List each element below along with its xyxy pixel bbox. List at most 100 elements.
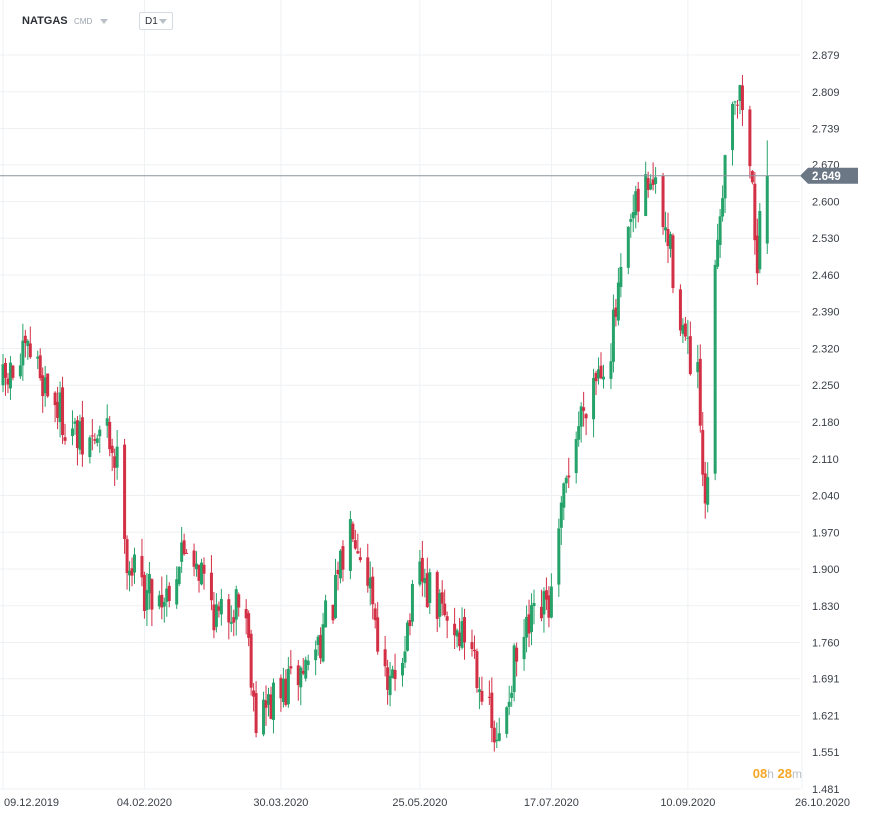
candle-up[interactable]	[592, 368, 596, 438]
candle-down[interactable]	[443, 589, 447, 617]
candle-down[interactable]	[393, 653, 397, 691]
symbol-label[interactable]: NATGAS	[22, 15, 68, 27]
candle-up[interactable]	[21, 323, 25, 381]
candle-up[interactable]	[681, 318, 685, 344]
candle-up[interactable]	[733, 100, 737, 115]
candle-up[interactable]	[601, 364, 605, 389]
candle-down[interactable]	[331, 604, 335, 624]
candle-up[interactable]	[723, 154, 727, 214]
candle-up[interactable]	[525, 605, 529, 653]
candle-down[interactable]	[748, 105, 752, 179]
candle-up[interactable]	[334, 558, 338, 620]
candle-down[interactable]	[130, 557, 134, 587]
candle-up[interactable]	[716, 223, 720, 269]
candle-up[interactable]	[706, 462, 710, 513]
instrument-type[interactable]: CMD	[74, 12, 109, 30]
candle-down[interactable]	[594, 370, 598, 396]
candle-down[interactable]	[544, 577, 548, 611]
candle-down[interactable]	[108, 416, 112, 457]
candle-down[interactable]	[547, 586, 551, 628]
candle-down[interactable]	[264, 685, 268, 726]
candle-down[interactable]	[23, 329, 27, 358]
candle-down[interactable]	[661, 172, 665, 235]
candle-down[interactable]	[247, 610, 251, 647]
candle-up[interactable]	[731, 101, 735, 166]
candle-down[interactable]	[636, 181, 640, 223]
candle-up[interactable]	[147, 561, 151, 610]
candle-up[interactable]	[505, 706, 509, 738]
candle-down[interactable]	[527, 599, 531, 648]
candle-up[interactable]	[229, 605, 233, 633]
candle-up[interactable]	[267, 687, 271, 717]
candle-down[interactable]	[435, 570, 439, 633]
candle-up[interactable]	[368, 561, 372, 606]
candle-up[interactable]	[497, 717, 501, 742]
candle-down[interactable]	[351, 521, 355, 543]
candle-up[interactable]	[718, 209, 722, 258]
candle-down[interactable]	[63, 423, 67, 445]
candle-up[interactable]	[532, 589, 536, 625]
candle-up[interactable]	[286, 657, 290, 708]
candle-down[interactable]	[182, 533, 186, 556]
candle-up[interactable]	[157, 590, 161, 610]
candle-up[interactable]	[105, 404, 109, 438]
candle-up[interactable]	[418, 550, 422, 587]
candle-up[interactable]	[696, 345, 700, 389]
candle-up[interactable]	[98, 425, 102, 453]
candle-up[interactable]	[234, 585, 238, 636]
candle-down[interactable]	[11, 364, 15, 381]
candle-up[interactable]	[1, 353, 5, 393]
candle-up[interactable]	[542, 587, 546, 633]
candle-down[interactable]	[492, 720, 496, 752]
candle-down[interactable]	[740, 74, 744, 126]
candle-up[interactable]	[626, 226, 630, 275]
candle-down[interactable]	[753, 171, 757, 255]
candle-down[interactable]	[113, 448, 117, 486]
candle-up[interactable]	[634, 185, 638, 229]
candle-down[interactable]	[458, 618, 462, 651]
candle-up[interactable]	[405, 620, 409, 652]
candle-down[interactable]	[3, 358, 7, 396]
candle-down[interactable]	[453, 607, 457, 650]
candle-up[interactable]	[401, 657, 404, 687]
candle-down[interactable]	[167, 582, 171, 608]
candle-down[interactable]	[296, 660, 300, 701]
candle-down[interactable]	[666, 212, 670, 264]
candle-down[interactable]	[651, 162, 655, 191]
candle-up[interactable]	[629, 213, 633, 238]
candle-down[interactable]	[237, 592, 241, 617]
candle-up[interactable]	[162, 597, 166, 623]
candle-down[interactable]	[420, 540, 424, 597]
candle-up[interactable]	[36, 350, 40, 370]
candle-up[interactable]	[88, 435, 92, 464]
candle-down[interactable]	[470, 629, 474, 657]
candle-up[interactable]	[507, 685, 511, 715]
candle-up[interactable]	[95, 434, 99, 447]
candle-down[interactable]	[341, 540, 345, 582]
candle-up[interactable]	[611, 294, 615, 373]
candle-up[interactable]	[43, 365, 47, 407]
candle-up[interactable]	[609, 343, 613, 390]
candle-up[interactable]	[180, 527, 184, 573]
candle-down[interactable]	[698, 344, 702, 433]
candle-down[interactable]	[80, 400, 84, 467]
candle-down[interactable]	[197, 564, 201, 593]
candle-down[interactable]	[703, 461, 707, 519]
candle-down[interactable]	[46, 373, 50, 398]
candle-up[interactable]	[26, 339, 30, 360]
candle-down[interactable]	[425, 557, 429, 609]
candle-up[interactable]	[145, 572, 149, 626]
candle-up[interactable]	[324, 594, 328, 628]
candle-down[interactable]	[41, 367, 45, 413]
candle-up[interactable]	[428, 568, 432, 615]
candle-down[interactable]	[90, 419, 94, 451]
candle-up[interactable]	[713, 259, 717, 481]
candle-down[interactable]	[366, 543, 370, 593]
candle-down[interactable]	[539, 589, 543, 622]
candle-up[interactable]	[765, 140, 769, 254]
candle-down[interactable]	[445, 611, 449, 639]
candle-down[interactable]	[150, 578, 154, 627]
candle-up[interactable]	[195, 551, 199, 577]
candle-up[interactable]	[664, 211, 668, 243]
candle-up[interactable]	[562, 482, 566, 521]
